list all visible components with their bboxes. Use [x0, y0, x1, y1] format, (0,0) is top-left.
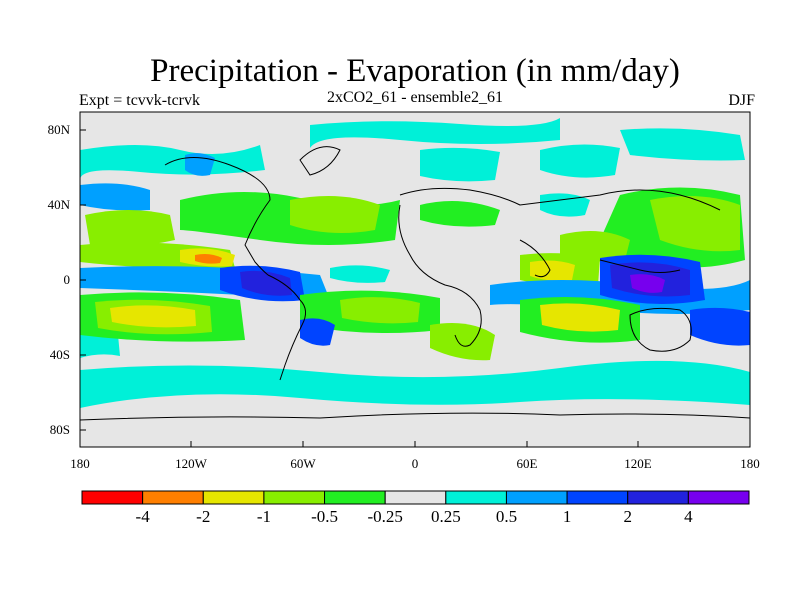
colorbar-label: -1 [256, 507, 271, 526]
experiment-label: Expt = tcvvk-tcrvk [79, 92, 200, 109]
colorbar-swatch [324, 490, 386, 505]
lat-tick-80s: 80S [49, 422, 70, 437]
colorbar-swatch [384, 490, 447, 505]
lon-tick-180w: 180 [70, 456, 90, 471]
axis-ticks [80, 129, 639, 447]
colorbar-label: -0.5 [311, 507, 338, 526]
colorbar-label: 0.5 [495, 507, 518, 526]
lon-tick-120w: 120W [175, 456, 207, 471]
colorbar-swatch [505, 490, 568, 505]
lon-tick-0: 0 [411, 456, 419, 471]
lon-tick-120e: 120E [624, 456, 652, 471]
lat-tick-0: 0 [63, 272, 71, 287]
colorbar-swatch [202, 490, 265, 505]
colorbar-label: 4 [684, 507, 693, 526]
lat-tick-40n: 40N [47, 197, 70, 212]
colorbar-label: -2 [196, 507, 211, 526]
colorbar-swatch [81, 490, 144, 505]
map-title: Precipitation - Evaporation (in mm/day) [150, 53, 680, 89]
colorbar-label: 1 [562, 507, 572, 526]
lon-tick-60e: 60E [516, 456, 538, 471]
lon-tick-180e: 180 [740, 456, 760, 471]
colorbar-swatch [627, 490, 689, 505]
colorbar-label: 2 [623, 507, 632, 526]
colorbar-label: -0.25 [367, 507, 403, 526]
lat-tick-40s: 40S [49, 347, 70, 362]
ensemble-label: 2xCO2_61 - ensemble2_61 [327, 89, 503, 106]
colorbar-swatch [687, 490, 750, 505]
season-label: DJF [728, 92, 755, 109]
colorbar-label: -4 [135, 507, 150, 526]
colorbar-swatch [142, 490, 204, 505]
lon-tick-60w: 60W [290, 456, 316, 471]
colorbar-swatch [263, 490, 326, 505]
lat-tick-80n: 80N [47, 122, 70, 137]
colorbar-swatch [566, 490, 629, 505]
colorbar-label: 0.25 [430, 507, 461, 526]
coastlines [80, 146, 750, 421]
colorbar-swatch [445, 490, 507, 505]
